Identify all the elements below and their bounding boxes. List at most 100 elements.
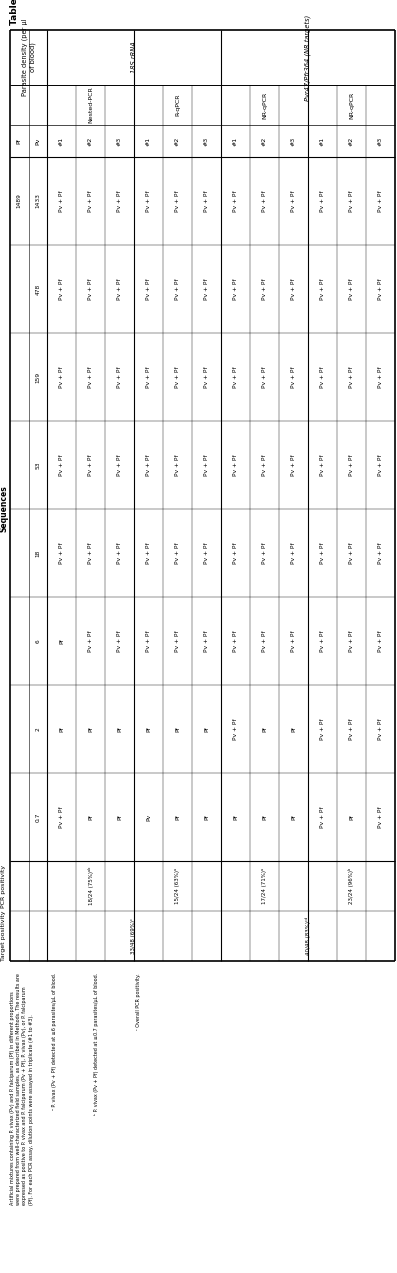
Text: 40/48 (83%)ᶜᵈ: 40/48 (83%)ᶜᵈ (305, 917, 311, 955)
Text: #1: #1 (146, 136, 151, 145)
Text: Pv + Pf: Pv + Pf (378, 279, 383, 300)
Text: #3: #3 (291, 136, 296, 145)
Text: Pf: Pf (204, 815, 209, 820)
Text: Pf: Pf (117, 726, 122, 732)
Text: Pv + Pf: Pv + Pf (204, 454, 209, 476)
Text: 478: 478 (35, 284, 40, 294)
Text: Pv + Pf: Pv + Pf (88, 542, 93, 564)
Text: #1: #1 (233, 136, 238, 145)
Text: #3: #3 (117, 136, 122, 145)
Text: 23/24 (96%)ᵇ: 23/24 (96%)ᵇ (349, 868, 355, 904)
Text: #2: #2 (349, 136, 354, 145)
Text: Pv + Pf: Pv + Pf (291, 279, 296, 300)
Text: NR-qPCR: NR-qPCR (349, 92, 354, 118)
Text: Pvr47/Pfr364 (NR targets): Pvr47/Pfr364 (NR targets) (304, 14, 311, 101)
Text: Pv + Pf: Pv + Pf (59, 454, 64, 476)
Text: Pv + Pf: Pv + Pf (233, 279, 238, 300)
Text: Pf: Pf (262, 815, 267, 820)
Text: Pv + Pf: Pv + Pf (146, 190, 151, 211)
Text: Pv + Pf: Pv + Pf (204, 542, 209, 564)
Text: Pv + Pf: Pv + Pf (320, 190, 325, 211)
Text: 1433: 1433 (35, 193, 40, 209)
Text: Pv + Pf: Pv + Pf (262, 367, 267, 388)
Text: Pv + Pf: Pv + Pf (204, 279, 209, 300)
Text: Pv + Pf: Pv + Pf (291, 190, 296, 211)
Text: Pv + Pf: Pv + Pf (349, 279, 354, 300)
Text: Pv + Pf: Pv + Pf (378, 542, 383, 564)
Text: 18/24 (75%)ᵃᵇ: 18/24 (75%)ᵃᵇ (87, 867, 94, 905)
Text: Pv + Pf: Pv + Pf (262, 630, 267, 652)
Text: #1: #1 (59, 136, 64, 145)
Text: Pv + Pf: Pv + Pf (320, 454, 325, 476)
Text: Pv + Pf: Pv + Pf (291, 454, 296, 476)
Text: 6: 6 (35, 639, 40, 643)
Text: 17/24 (71%)ᵃ: 17/24 (71%)ᵃ (262, 868, 267, 904)
Text: Pv + Pf: Pv + Pf (175, 367, 180, 388)
Text: 15/24 (63%)ᵃ: 15/24 (63%)ᵃ (175, 868, 180, 904)
Text: Pv + Pf: Pv + Pf (233, 454, 238, 476)
Text: #2: #2 (175, 136, 180, 145)
Text: Pf: Pf (88, 726, 93, 732)
Text: Pv: Pv (35, 137, 40, 145)
Text: Pf: Pf (175, 726, 180, 732)
Text: R-qPCR: R-qPCR (175, 94, 180, 116)
Text: #3: #3 (204, 136, 209, 145)
Text: Pf: Pf (175, 815, 180, 820)
Text: Pf: Pf (117, 815, 122, 820)
Text: Artificial mixtures containing P. vivax (Pv) and P. falciparum (Pf) in different: Artificial mixtures containing P. vivax … (10, 973, 34, 1204)
Text: Target positivity: Target positivity (2, 910, 6, 961)
Text: Pv + Pf: Pv + Pf (349, 718, 354, 740)
Text: Pv + Pf: Pv + Pf (59, 190, 64, 211)
Text: 53: 53 (35, 461, 40, 468)
Text: Pv + Pf: Pv + Pf (349, 367, 354, 388)
Text: 159: 159 (35, 372, 40, 383)
Text: #2: #2 (262, 136, 267, 145)
Text: ᵃ P. vivax (Pv + Pf) detected at ≥6 parasites/μL of blood.: ᵃ P. vivax (Pv + Pf) detected at ≥6 para… (52, 973, 57, 1110)
Text: Pv + Pf: Pv + Pf (320, 806, 325, 827)
Text: Pv + Pf: Pv + Pf (146, 630, 151, 652)
Text: Pf: Pf (17, 139, 22, 144)
Text: Pf: Pf (204, 726, 209, 732)
Text: ᵇ P. vivax (Pv + Pf) detected at ≥0.7 parasites/μL of blood.: ᵇ P. vivax (Pv + Pf) detected at ≥0.7 pa… (94, 973, 99, 1115)
Text: Pv + Pf: Pv + Pf (233, 718, 238, 740)
Text: Pf: Pf (146, 726, 151, 732)
Text: Pv: Pv (146, 813, 151, 821)
Text: 2: 2 (35, 727, 40, 731)
Text: Pv + Pf: Pv + Pf (117, 630, 122, 652)
Text: 18: 18 (35, 550, 40, 556)
Text: Pv + Pf: Pv + Pf (117, 454, 122, 476)
Text: Pv + Pf: Pv + Pf (175, 454, 180, 476)
Text: Pv + Pf: Pv + Pf (378, 630, 383, 652)
Text: Pv + Pf: Pv + Pf (262, 279, 267, 300)
Text: 33/48 (69%)ᶜ: 33/48 (69%)ᶜ (131, 918, 137, 953)
Text: Parasite density (per μl
of blood): Parasite density (per μl of blood) (21, 19, 35, 97)
Text: Pf: Pf (291, 815, 296, 820)
Text: Pv + Pf: Pv + Pf (233, 190, 238, 211)
Text: #2: #2 (88, 136, 93, 145)
Text: Pv + Pf: Pv + Pf (88, 454, 93, 476)
Text: Pv + Pf: Pv + Pf (59, 542, 64, 564)
Text: Pv + Pf: Pv + Pf (59, 367, 64, 388)
Text: Pv + Pf: Pv + Pf (117, 542, 122, 564)
Text: Pv + Pf: Pv + Pf (233, 542, 238, 564)
Text: Pv + Pf: Pv + Pf (320, 718, 325, 740)
Text: 18S rRNA: 18S rRNA (131, 42, 137, 74)
Text: ᶜ Overall PCR positivity.: ᶜ Overall PCR positivity. (136, 973, 141, 1030)
Text: Pv + Pf: Pv + Pf (378, 190, 383, 211)
Text: Pv + Pf: Pv + Pf (117, 279, 122, 300)
Text: Pf: Pf (88, 815, 93, 820)
Text: Pv + Pf: Pv + Pf (262, 454, 267, 476)
Text: Table 4 Titration of sequences: Table 4 Titration of sequences (10, 0, 19, 25)
Text: Pv + Pf: Pv + Pf (146, 542, 151, 564)
Text: Pv + Pf: Pv + Pf (204, 367, 209, 388)
Text: Pv + Pf: Pv + Pf (291, 542, 296, 564)
Text: PCR positivity: PCR positivity (2, 864, 6, 908)
Text: Pf: Pf (349, 815, 354, 820)
Text: Pv + Pf: Pv + Pf (233, 367, 238, 388)
Text: Pv + Pf: Pv + Pf (59, 806, 64, 827)
Text: Pv + Pf: Pv + Pf (291, 630, 296, 652)
Text: Pv + Pf: Pv + Pf (378, 454, 383, 476)
Text: Pv + Pf: Pv + Pf (378, 718, 383, 740)
Text: Pv + Pf: Pv + Pf (59, 279, 64, 300)
Text: #1: #1 (320, 136, 325, 145)
